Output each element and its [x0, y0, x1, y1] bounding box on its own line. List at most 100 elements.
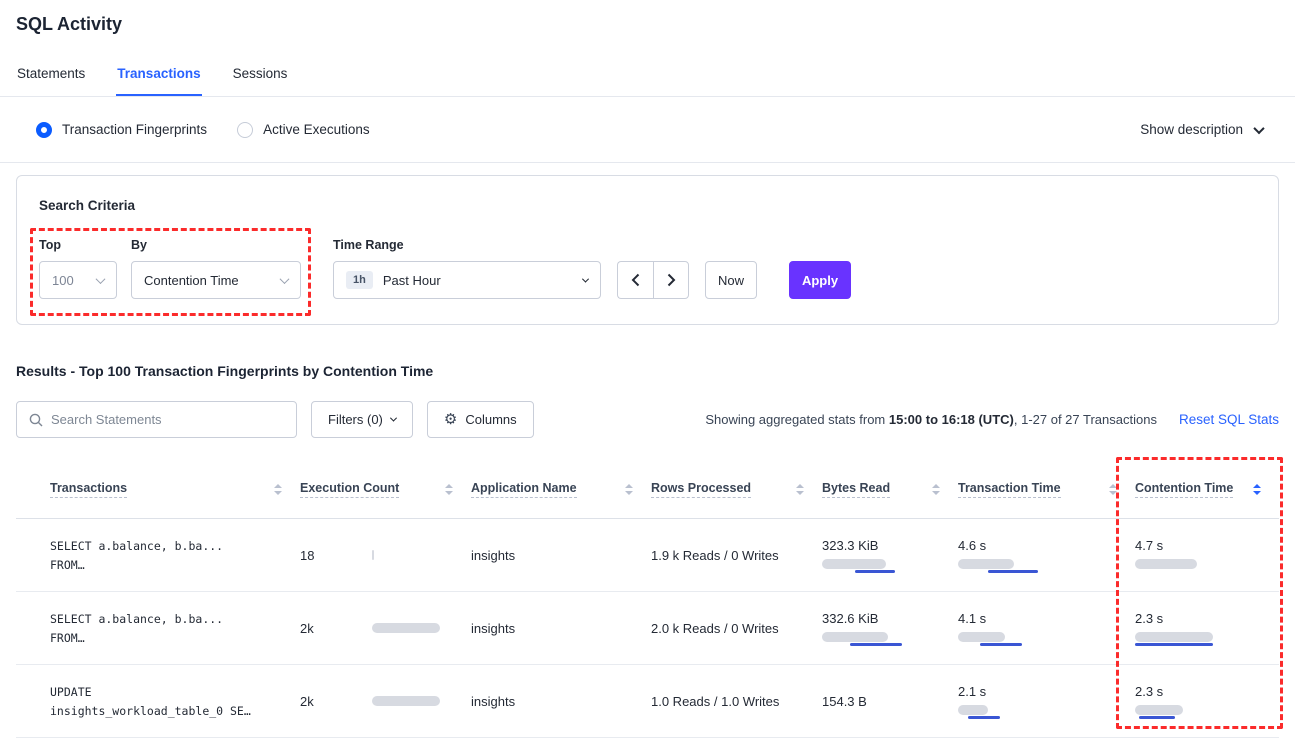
search-statements-input[interactable] — [51, 412, 286, 427]
by-control: By Contention Time — [131, 238, 301, 299]
search-criteria-controls: Top 100 By Contention Time Time Range — [39, 238, 1256, 299]
radio-active-executions[interactable]: Active Executions — [237, 121, 370, 138]
execution-count-bar — [372, 623, 440, 633]
next-time-window-button[interactable] — [653, 261, 689, 299]
column-header-contention-time[interactable]: Contention Time — [1135, 460, 1279, 518]
column-label: Execution Count — [300, 481, 400, 498]
search-criteria-section: Search Criteria Top 100 By Contention Ti… — [0, 163, 1295, 345]
stats-suffix: , 1-27 of 27 Transactions — [1013, 412, 1157, 427]
sort-icon-active — [1253, 483, 1261, 495]
column-header-rows-processed[interactable]: Rows Processed — [651, 460, 822, 518]
view-toggle-row: Transaction Fingerprints Active Executio… — [0, 97, 1295, 163]
by-label: By — [131, 238, 147, 252]
chevron-down-icon — [389, 414, 397, 422]
by-select[interactable]: Contention Time — [131, 261, 301, 299]
bytes-read-value: 323.3 KiB — [822, 537, 879, 553]
previous-time-window-button[interactable] — [617, 261, 653, 299]
show-description-toggle[interactable]: Show description — [1140, 122, 1265, 137]
transaction-statement-link[interactable]: SELECT a.balance, b.ba... FROM… — [50, 592, 300, 664]
contention-time-bar — [1135, 631, 1215, 646]
chevron-right-icon — [667, 273, 675, 287]
top-select-value: 100 — [52, 272, 74, 288]
rows-processed-cell: 1.9 k Reads / 0 Writes — [651, 547, 779, 563]
gear-icon: ⚙ — [443, 411, 458, 428]
tab-bar: Statements Transactions Sessions — [16, 66, 1279, 96]
column-header-application-name[interactable]: Application Name — [471, 460, 651, 518]
columns-label: Columns — [465, 412, 517, 427]
transactions-table: Transactions Execution Count Application… — [16, 460, 1279, 738]
column-header-transaction-time[interactable]: Transaction Time — [958, 460, 1135, 518]
page-header: SQL Activity Statements Transactions Ses… — [0, 0, 1295, 97]
time-range-control: Time Range 1h Past Hour — [333, 238, 601, 299]
transaction-time-value: 4.6 s — [958, 537, 987, 553]
column-label: Contention Time — [1135, 481, 1234, 498]
column-header-transactions[interactable]: Transactions — [50, 460, 300, 518]
results-toolbar: Filters (0) ⚙ Columns Showing aggregated… — [16, 401, 1279, 438]
transaction-statement-link[interactable]: SELECT a.balance, b.ba... FROM… — [50, 519, 300, 591]
tab-sessions[interactable]: Sessions — [232, 66, 288, 81]
sort-icon — [796, 483, 804, 495]
contention-time-bar — [1135, 704, 1215, 719]
stats-time-range: 15:00 to 16:18 (UTC) — [888, 412, 1014, 427]
time-range-select[interactable]: 1h Past Hour — [333, 261, 601, 299]
time-range-value: Past Hour — [382, 272, 441, 288]
page-title: SQL Activity — [16, 14, 123, 34]
chevron-down-icon — [581, 275, 590, 283]
apply-button[interactable]: Apply — [789, 261, 851, 299]
contention-time-value: 2.3 s — [1135, 683, 1164, 699]
contention-time-value: 4.7 s — [1135, 537, 1164, 553]
transaction-time-value: 2.1 s — [958, 683, 987, 699]
table-header-row: Transactions Execution Count Application… — [16, 460, 1279, 519]
results-heading: Results - Top 100 Transaction Fingerprin… — [16, 363, 434, 379]
columns-button[interactable]: ⚙ Columns — [426, 401, 534, 438]
sort-icon — [625, 483, 633, 495]
chevron-down-icon — [1253, 122, 1265, 134]
statement-line: SELECT a.balance, b.ba... — [50, 611, 224, 626]
transaction-time-bar — [958, 704, 1038, 719]
execution-count-cell: 18 — [300, 519, 471, 591]
bytes-read-value: 332.6 KiB — [822, 610, 879, 626]
stats-prefix: Showing aggregated stats from — [705, 412, 889, 427]
bytes-read-bar — [822, 631, 902, 646]
radio-unselected-icon — [237, 121, 254, 138]
bytes-read-bar — [822, 558, 902, 573]
tab-statements[interactable]: Statements — [17, 66, 86, 81]
top-label: Top — [39, 238, 61, 252]
now-button[interactable]: Now — [705, 261, 757, 299]
filters-button[interactable]: Filters (0) — [311, 401, 413, 438]
sort-icon — [274, 483, 282, 495]
contention-time-cell: 4.7 s — [1135, 519, 1279, 591]
top-select[interactable]: 100 — [39, 261, 117, 299]
transaction-statement-link[interactable]: UPDATE insights_workload_table_0 SE… — [50, 665, 300, 737]
column-header-bytes-read[interactable]: Bytes Read — [822, 460, 958, 518]
transaction-time-cell: 4.1 s — [958, 592, 1135, 664]
transaction-time-bar — [958, 558, 1038, 573]
rows-processed-cell: 1.0 Reads / 1.0 Writes — [651, 693, 780, 709]
statement-line: insights_workload_table_0 SE… — [50, 703, 251, 718]
by-select-value: Contention Time — [144, 272, 239, 288]
statement-search-box[interactable] — [16, 401, 297, 438]
column-label: Transaction Time — [958, 481, 1061, 498]
radio-label: Transaction Fingerprints — [62, 122, 208, 137]
search-criteria-card: Search Criteria Top 100 By Contention Ti… — [16, 175, 1279, 325]
transaction-time-cell: 4.6 s — [958, 519, 1135, 591]
top-control: Top 100 — [39, 238, 117, 299]
radio-transaction-fingerprints[interactable]: Transaction Fingerprints — [36, 121, 208, 138]
radio-selected-icon — [36, 121, 52, 138]
column-label: Application Name — [471, 481, 577, 498]
table-row: SELECT a.balance, b.ba... FROM… 2k insig… — [16, 592, 1279, 665]
table-row: SELECT a.balance, b.ba... FROM… 18 insig… — [16, 519, 1279, 592]
table-row: UPDATE insights_workload_table_0 SE… 2k … — [16, 665, 1279, 738]
transaction-time-bar — [958, 631, 1038, 646]
column-header-execution-count[interactable]: Execution Count — [300, 460, 471, 518]
execution-count-bar — [372, 550, 440, 560]
bytes-read-cell: 332.6 KiB — [822, 592, 958, 664]
transaction-time-value: 4.1 s — [958, 610, 987, 626]
column-label: Transactions — [50, 481, 128, 498]
application-name-cell: insights — [471, 547, 516, 563]
tab-transactions[interactable]: Transactions — [116, 66, 202, 96]
bytes-read-cell: 154.3 B — [822, 665, 958, 737]
reset-sql-stats-link[interactable]: Reset SQL Stats — [1178, 412, 1279, 427]
execution-count-value: 2k — [300, 620, 314, 636]
